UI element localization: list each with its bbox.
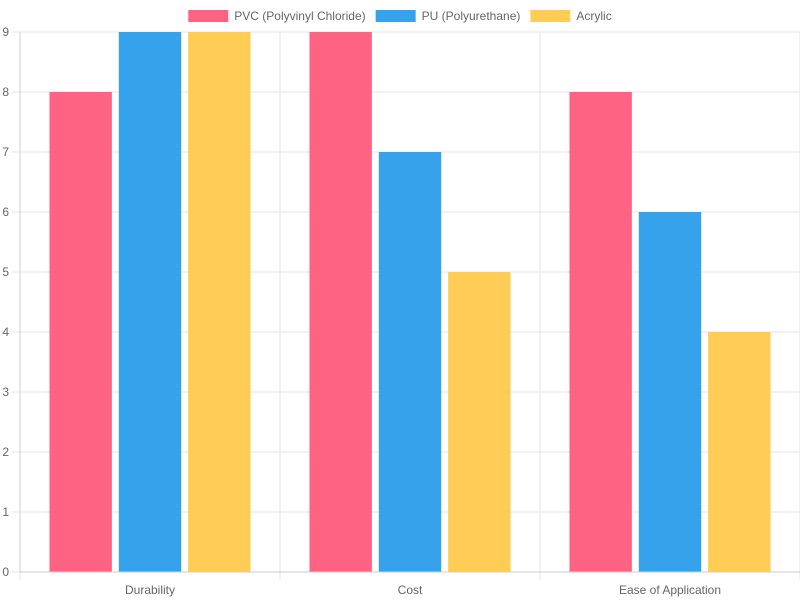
legend-swatch: [375, 10, 416, 22]
bar-0-1[interactable]: [309, 32, 372, 572]
bar-2-1[interactable]: [448, 272, 511, 572]
x-tick-label: Cost: [398, 583, 423, 597]
legend-label: Acrylic: [576, 9, 611, 23]
bar-1-2[interactable]: [638, 212, 702, 572]
bars: [49, 32, 771, 572]
legend-label: PVC (Polyvinyl Chloride): [234, 9, 365, 23]
legend[interactable]: PVC (Polyvinyl Chloride) PU (Polyurethane…: [188, 9, 612, 23]
y-tick-label: 4: [2, 325, 9, 339]
y-tick-label: 5: [2, 265, 9, 279]
legend-item-0[interactable]: PVC (Polyvinyl Chloride): [188, 9, 366, 23]
bar-1-1[interactable]: [378, 152, 442, 572]
y-tick-label: 7: [2, 145, 9, 159]
bar-0-2[interactable]: [569, 92, 632, 572]
y-tick-label: 2: [2, 445, 9, 459]
bar-2-2[interactable]: [708, 332, 771, 572]
y-tick-label: 1: [2, 505, 9, 519]
legend-label: PU (Polyurethane): [422, 9, 521, 23]
legend-swatch: [188, 10, 229, 22]
legend-item-1[interactable]: PU (Polyurethane): [375, 9, 521, 23]
y-tick-label: 3: [2, 385, 9, 399]
legend-item-2[interactable]: Acrylic: [530, 9, 612, 23]
bar-1-0[interactable]: [118, 32, 182, 572]
y-tick-label: 8: [2, 85, 9, 99]
bar-0-0[interactable]: [49, 92, 112, 572]
x-tick-label: Durability: [125, 583, 175, 597]
y-tick-label: 9: [2, 25, 9, 39]
y-tick-label: 6: [2, 205, 9, 219]
bar-2-0[interactable]: [188, 32, 251, 572]
y-tick-label: 0: [2, 565, 9, 579]
axes: 0 1 2 3 4 5 6 7 8 9 Durability Cost Ease of Applicat…: [2, 25, 800, 597]
x-tick-label: Ease of Application: [619, 583, 721, 597]
legend-swatch: [530, 10, 571, 22]
